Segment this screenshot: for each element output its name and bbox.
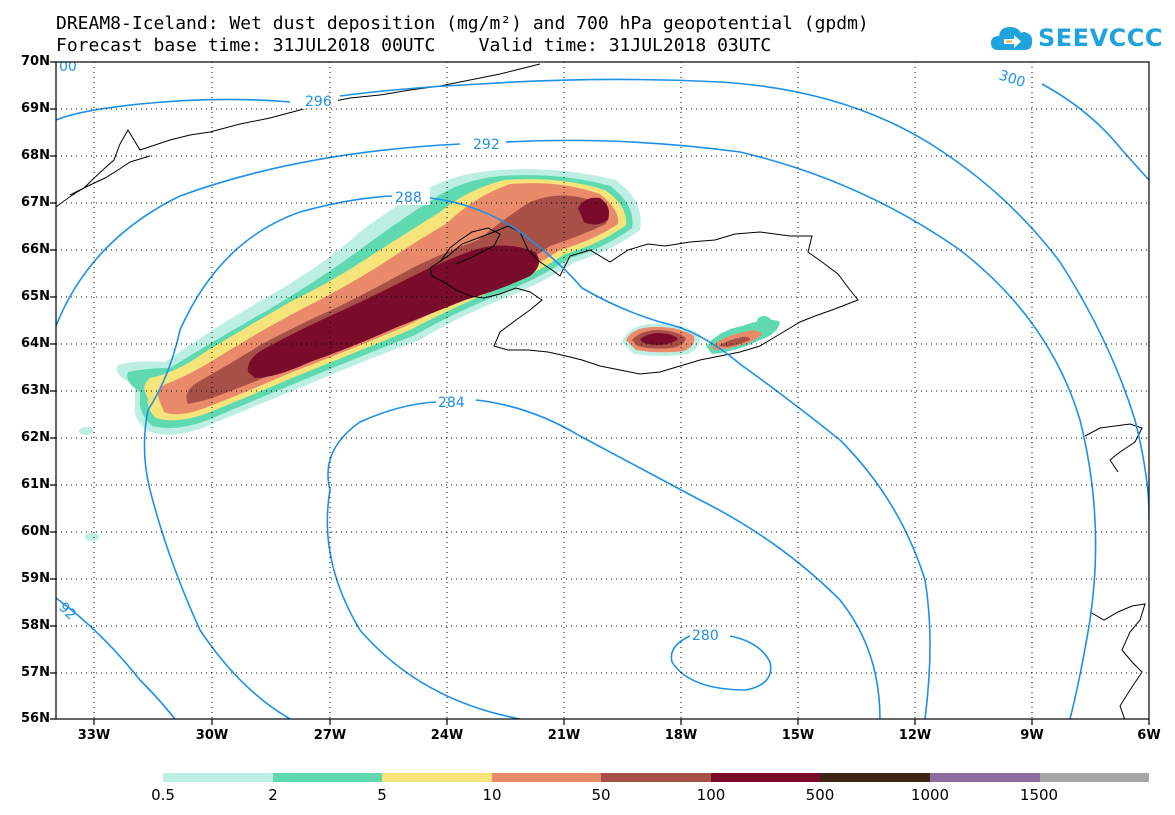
contour-292-b xyxy=(505,139,1097,719)
contour-284-c xyxy=(326,489,521,719)
contour-288-c xyxy=(429,197,931,719)
lon-label-18w: 18W xyxy=(664,728,698,743)
greenland-coast-inner xyxy=(69,155,151,196)
lat-label-60n: 60N xyxy=(21,524,50,539)
legend-label-5: 5 xyxy=(377,786,387,804)
contour-label-284: 284 xyxy=(438,395,465,411)
plot-frame xyxy=(50,61,1150,725)
iceland-coast xyxy=(429,225,859,375)
lat-label-58n: 58N xyxy=(21,618,50,633)
scotland-coast xyxy=(1089,603,1146,719)
legend-label-100: 100 xyxy=(696,786,726,804)
legend-label-0.5: 0.5 xyxy=(151,786,175,804)
lon-label-6w: 6W xyxy=(1137,728,1161,743)
base-time: Forecast base time: 31JUL2018 00UTC xyxy=(56,35,436,56)
lon-label-12w: 12W xyxy=(898,728,932,743)
dust-plume xyxy=(79,169,780,541)
legend-swatch-7 xyxy=(820,773,930,782)
legend-label-1500: 1500 xyxy=(1019,786,1059,804)
contour-300 xyxy=(1041,83,1149,181)
lat-label-70n: 70N xyxy=(21,54,50,69)
lat-label-61n: 61N xyxy=(21,477,50,492)
legend-swatch-3 xyxy=(382,773,492,782)
geopotential-contours xyxy=(56,62,1149,719)
legend-swatch-2 xyxy=(272,773,383,782)
lon-label-30w: 30W xyxy=(195,728,229,743)
contour-284-b xyxy=(475,399,881,719)
legend-swatch-6 xyxy=(710,773,821,782)
contour-292-sw xyxy=(56,597,176,719)
legend-swatch-9 xyxy=(1039,773,1150,782)
contour-label-292: 292 xyxy=(473,137,500,153)
time-info: Forecast base time: 31JUL2018 00UTC Vali… xyxy=(56,36,771,56)
legend-swatch-4 xyxy=(491,773,602,782)
dust-blob-west-2 xyxy=(85,533,99,541)
lon-label-15w: 15W xyxy=(781,728,815,743)
contour-label-280: 280 xyxy=(692,628,719,644)
faroe-shetland-coast xyxy=(1084,423,1143,473)
legend-label-10: 10 xyxy=(482,786,502,804)
lon-label-27w: 27W xyxy=(313,728,347,743)
lon-label-9w: 9W xyxy=(1020,728,1044,743)
dust-core-north xyxy=(578,197,609,225)
lat-label-56n: 56N xyxy=(21,711,50,726)
contour-296-b xyxy=(339,78,1149,520)
lat-label-68n: 68N xyxy=(21,148,50,163)
dust-band-100 xyxy=(247,245,539,378)
lat-label-63n: 63N xyxy=(21,383,50,398)
contour-label-00: 00 xyxy=(59,59,77,75)
coastlines xyxy=(56,63,1146,719)
lon-label-33w: 33W xyxy=(77,728,111,743)
contour-288 xyxy=(143,329,291,719)
seevccc-logo: SEEVCCC xyxy=(990,20,1163,56)
lat-label-66n: 66N xyxy=(21,242,50,257)
valid-time: Valid time: 31JUL2018 03UTC xyxy=(478,35,772,56)
legend-swatch-8 xyxy=(929,773,1040,782)
contour-label-300: 300 xyxy=(997,68,1027,91)
dust-patch-south-100 xyxy=(640,333,678,345)
legend-label-50: 50 xyxy=(591,786,611,804)
contour-288-b xyxy=(179,195,393,331)
legend-swatch-1 xyxy=(163,773,273,782)
dust-blob-east xyxy=(757,316,771,326)
westfjords-detail xyxy=(439,227,501,265)
logo-text: SEEVCCC xyxy=(1038,24,1163,52)
contour-296 xyxy=(56,98,291,121)
lon-label-21w: 21W xyxy=(547,728,581,743)
legend-label-2: 2 xyxy=(268,786,278,804)
legend-label-500: 500 xyxy=(805,786,835,804)
cloud-arrow-icon xyxy=(991,27,1033,50)
contour-284 xyxy=(327,401,437,491)
lat-label-62n: 62N xyxy=(21,430,50,445)
lat-label-69n: 69N xyxy=(21,101,50,116)
lat-label-67n: 67N xyxy=(21,195,50,210)
contour-label-92: 92 xyxy=(55,600,79,624)
contour-292 xyxy=(56,143,461,327)
contour-label-288: 288 xyxy=(395,190,422,206)
legend-swatch-5 xyxy=(601,773,711,782)
lat-label-65n: 65N xyxy=(21,289,50,304)
legend-label-1000: 1000 xyxy=(910,786,950,804)
dust-blob-west-1 xyxy=(79,427,93,435)
graticule xyxy=(56,62,1149,719)
lat-label-57n: 57N xyxy=(21,665,50,680)
greenland-coast xyxy=(56,63,541,208)
lat-label-59n: 59N xyxy=(21,571,50,586)
contour-280 xyxy=(670,635,772,691)
lat-label-64n: 64N xyxy=(21,336,50,351)
lon-label-24w: 24W xyxy=(430,728,464,743)
color-legend-bar xyxy=(163,773,1150,782)
contour-label-296: 296 xyxy=(305,94,332,110)
map-title: DREAM8-Iceland: Wet dust deposition (mg/… xyxy=(56,13,869,34)
